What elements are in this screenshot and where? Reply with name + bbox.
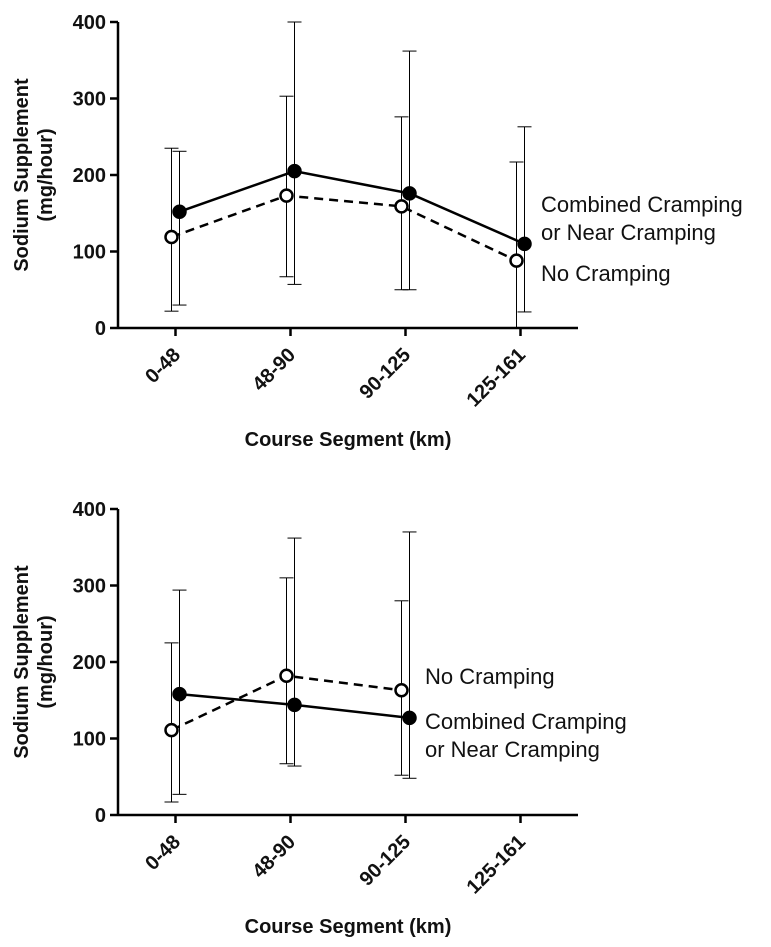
y-axis-title-line: (mg/hour) (35, 128, 57, 221)
y-axis-title: Sodium Supplement (mg/hour) (11, 78, 57, 272)
data-point (287, 163, 302, 179)
data-point (172, 204, 187, 219)
series-label-line: Combined Cramping (425, 709, 627, 734)
x-tick-label: 125-161 (463, 831, 530, 898)
y-tick-label: 200 (73, 165, 106, 187)
data-point (402, 710, 417, 726)
y-tick-label: 100 (73, 242, 106, 264)
series-label: Combined Cramping or Near Cramping (541, 192, 743, 245)
y-tick-label: 200 (73, 652, 106, 674)
series-label: Combined Cramping or Near Cramping (425, 709, 627, 762)
x-tick-label: 0-48 (141, 831, 185, 875)
y-tick-label: 400 (73, 12, 106, 34)
data-point (394, 683, 409, 698)
data-point (509, 253, 524, 268)
x-tick-label: 90-125 (355, 831, 415, 891)
series-label-line: Combined Cramping (541, 192, 743, 217)
y-axis-title-line: Sodium Supplement (11, 78, 33, 272)
x-tick-label: 90-125 (355, 344, 415, 404)
series-label: No Cramping (425, 664, 555, 689)
y-axis-title-line: (mg/hour) (35, 615, 57, 708)
y-axis-title: Sodium Supplement (mg/hour) (11, 565, 57, 759)
series-label-line: or Near Cramping (425, 737, 600, 762)
data-point (394, 199, 409, 214)
x-axis-title: Course Segment (km) (245, 916, 452, 938)
x-axis-title: Course Segment (km) (245, 429, 452, 451)
data-point (164, 722, 179, 738)
y-tick-label: 0 (95, 805, 106, 827)
x-tick-label: 125-161 (463, 344, 530, 411)
data-point (164, 229, 179, 245)
series-label-line: No Cramping (541, 261, 671, 286)
y-tick-label: 400 (73, 499, 106, 521)
series-label: No Cramping (541, 261, 671, 286)
data-point (402, 186, 417, 201)
y-tick-label: 100 (73, 729, 106, 751)
x-tick-label: 48-90 (248, 344, 300, 396)
x-tick-label: 48-90 (248, 831, 300, 883)
series-line (171, 194, 518, 262)
data-point (279, 188, 294, 203)
data-point (287, 697, 302, 713)
series-label-line: No Cramping (425, 664, 555, 689)
x-tick-label: 0-48 (141, 344, 185, 388)
data-point (517, 236, 532, 252)
series-label-line: or Near Cramping (541, 220, 716, 245)
y-tick-label: 300 (73, 89, 106, 111)
data-point (172, 686, 187, 702)
data-point (279, 668, 294, 684)
y-axis-title-line: Sodium Supplement (11, 565, 33, 759)
series-line (179, 169, 526, 245)
y-tick-label: 0 (95, 318, 106, 340)
y-tick-label: 300 (73, 576, 106, 598)
